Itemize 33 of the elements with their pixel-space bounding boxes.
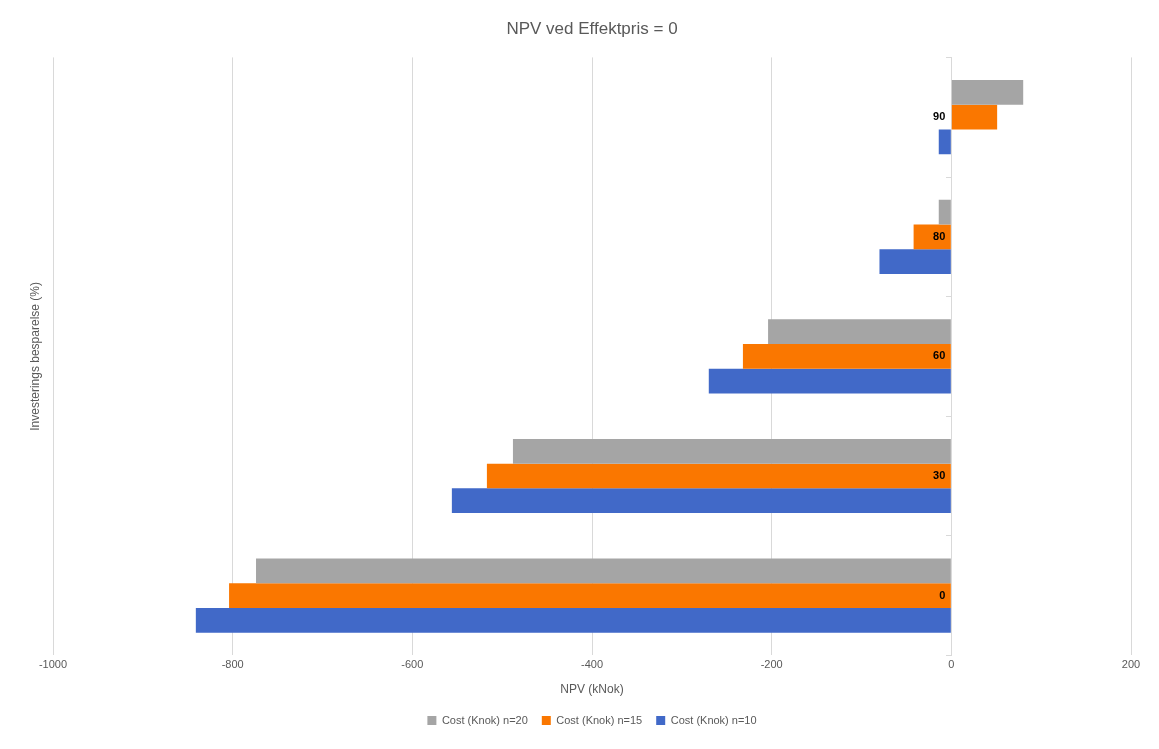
bar [913, 224, 951, 250]
x-axis-title: NPV (kNok) [560, 682, 624, 697]
bar [768, 319, 951, 345]
y-tick-label: 90 [933, 110, 946, 123]
x-tick-label: 200 [1121, 658, 1141, 671]
y-axis-title: Investerings besparelse (%) [28, 282, 43, 431]
bar [938, 129, 951, 155]
bar [938, 199, 951, 225]
legend-label: Cost (Knok) n=20 [441, 713, 528, 726]
legend-label: Cost (Knok) n=15 [556, 713, 643, 726]
bar [486, 463, 951, 489]
legend-label: Cost (Knok) n=10 [670, 713, 757, 726]
bar [708, 368, 951, 394]
y-tick-label: 80 [933, 229, 946, 242]
bar [256, 558, 951, 584]
x-tick-label: 0 [948, 658, 955, 671]
y-tick-label: 0 [939, 588, 946, 601]
x-tick-label: -1000 [38, 658, 68, 671]
x-tick-label: -400 [580, 658, 604, 671]
bar [879, 249, 951, 274]
chart-title: NPV ved Effektpris = 0 [506, 18, 678, 38]
bar [451, 488, 951, 514]
bar [742, 344, 951, 369]
bar [951, 104, 998, 130]
bar [951, 80, 1024, 105]
y-tick-label: 60 [933, 349, 946, 362]
y-tick-label: 30 [933, 469, 946, 482]
bar [195, 607, 951, 633]
bar [229, 583, 951, 608]
x-tick-label: -800 [221, 658, 244, 671]
x-tick-label: -200 [760, 658, 783, 671]
x-tick-label: -600 [401, 658, 424, 671]
bar [512, 438, 951, 464]
